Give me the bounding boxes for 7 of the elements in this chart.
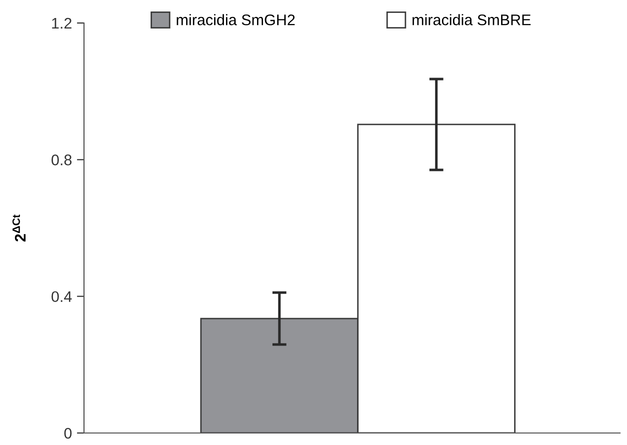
y-tick-label: 1.2 bbox=[52, 18, 72, 29]
y-tick-label: 0 bbox=[64, 428, 72, 439]
legend-label: miracidia SmBRE bbox=[412, 14, 531, 26]
y-tick-label: 0.4 bbox=[52, 291, 72, 302]
legend-label: miracidia SmGH2 bbox=[176, 14, 295, 26]
y-tick-label: 0.8 bbox=[52, 154, 72, 166]
y-axis-title: 2$^{ΔCt}$ bbox=[12, 214, 26, 242]
